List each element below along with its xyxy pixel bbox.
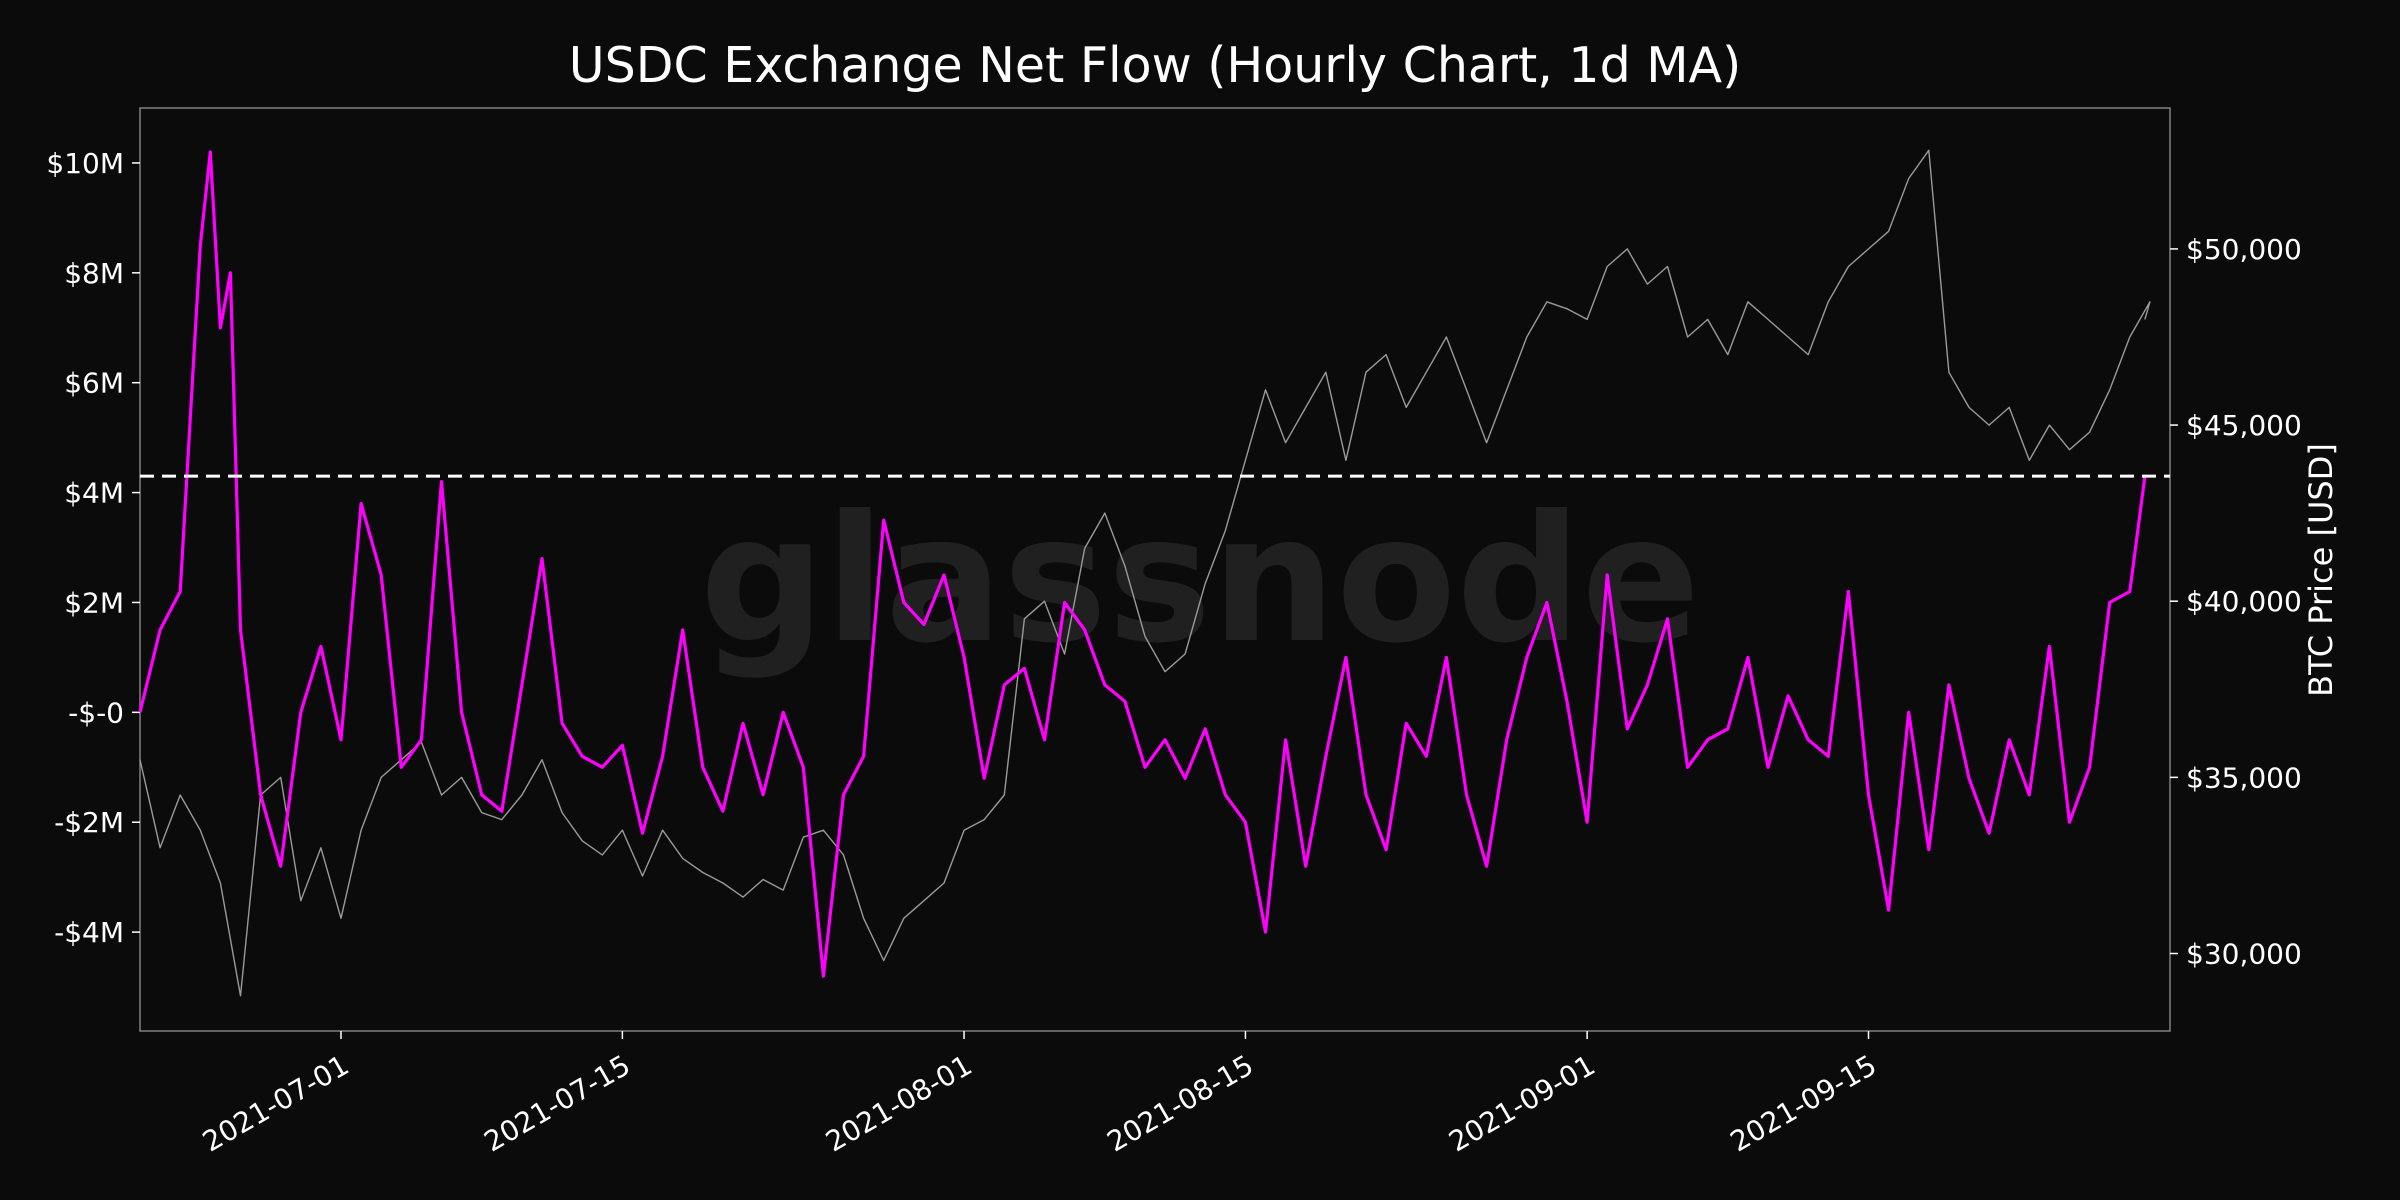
y-right-tick-label: $30,000 bbox=[2186, 937, 2302, 970]
y-left-tick-label: $10M bbox=[46, 147, 124, 180]
y-left-tick-label: -$2M bbox=[54, 806, 124, 839]
btc-price-line bbox=[139, 149, 2151, 997]
series-layer bbox=[138, 149, 2170, 997]
y-left-tick-label: -$4M bbox=[54, 916, 124, 949]
usdc-netflow-line bbox=[138, 150, 2147, 978]
y-left-tick-label: $6M bbox=[64, 367, 124, 400]
plot-area bbox=[139, 107, 2171, 1032]
y-left-tick-label: $2M bbox=[64, 586, 124, 619]
y-left-tick-label: $8M bbox=[64, 257, 124, 290]
y-right-tick-label: $45,000 bbox=[2186, 409, 2302, 442]
y-right-axis-label: BTC Price [USD] bbox=[2302, 443, 2340, 697]
y-left-tick-label: $4M bbox=[64, 477, 124, 510]
y-right-tick-label: $35,000 bbox=[2186, 761, 2302, 794]
watermark: glassnode bbox=[700, 479, 1700, 682]
y-right-tick-label: $40,000 bbox=[2186, 585, 2302, 618]
y-right-tick-label: $50,000 bbox=[2186, 233, 2302, 266]
y-left-tick-label: -$-0 bbox=[68, 696, 124, 729]
chart-title: USDC Exchange Net Flow (Hourly Chart, 1d… bbox=[569, 37, 1741, 94]
